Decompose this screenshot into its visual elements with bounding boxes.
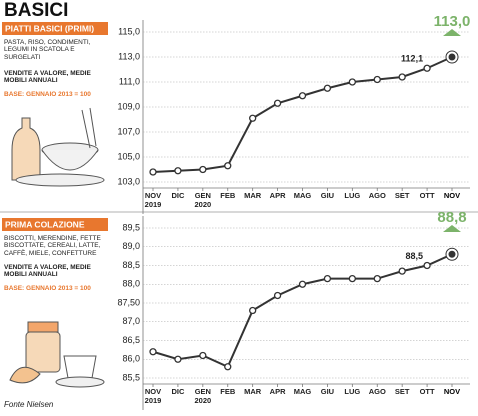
value-label: 88,5 bbox=[406, 251, 424, 261]
x-tick-label: AGO bbox=[368, 191, 386, 200]
data-point bbox=[398, 73, 406, 81]
data-point bbox=[149, 168, 157, 176]
y-tick-label: 87,50 bbox=[117, 297, 140, 307]
data-point bbox=[149, 348, 157, 356]
chart-base: BASE: GENNAIO 2013 = 100 bbox=[4, 91, 91, 98]
x-tick-label: FEB bbox=[220, 387, 236, 396]
x-tick-label: OTT bbox=[419, 191, 435, 200]
data-point bbox=[273, 291, 282, 300]
highlight-dot bbox=[448, 53, 456, 61]
data-point bbox=[398, 267, 406, 275]
y-tick-label: 107,0 bbox=[117, 126, 140, 136]
chart-note: VENDITE A VALORE, MEDIE MOBILI ANNUALI bbox=[4, 70, 91, 85]
y-tick-label: 105,0 bbox=[117, 151, 140, 161]
y-tick-label: 113,0 bbox=[118, 51, 140, 61]
highlight-dot bbox=[448, 250, 456, 258]
panel-header bbox=[2, 22, 108, 35]
page-title: BASICI bbox=[4, 0, 68, 21]
x-tick-label: MAG bbox=[293, 387, 312, 396]
data-point bbox=[323, 84, 332, 92]
illustration bbox=[11, 107, 105, 187]
y-tick-label: 88,0 bbox=[122, 279, 140, 289]
data-point bbox=[348, 78, 356, 86]
x-tick-label: MAG bbox=[293, 191, 312, 200]
data-point bbox=[323, 274, 332, 283]
panel-header bbox=[2, 218, 108, 231]
x-tick-label: NOV bbox=[443, 387, 461, 396]
x-tick-label: MAR bbox=[244, 191, 262, 200]
y-tick-label: 115,0 bbox=[118, 26, 140, 36]
x-tick-label: LUG bbox=[344, 191, 361, 200]
source: Fonte Nielsen bbox=[4, 400, 54, 409]
x-tick-label: APR bbox=[269, 191, 286, 200]
value-label: 112,1 bbox=[401, 54, 423, 64]
x-tick-label: NOV 2019 bbox=[144, 387, 162, 405]
illustration bbox=[9, 321, 105, 388]
x-tick-label: OTT bbox=[419, 387, 435, 396]
y-tick-label: 87,0 bbox=[122, 316, 140, 326]
data-point bbox=[373, 75, 381, 84]
data-point bbox=[423, 64, 431, 72]
x-tick-label: DIC bbox=[171, 387, 185, 396]
chart-title: PRIMA COLAZIONE bbox=[5, 219, 85, 229]
data-point bbox=[174, 167, 182, 175]
x-tick-label: DIC bbox=[171, 191, 185, 200]
data-point bbox=[199, 351, 207, 360]
x-tick-label: APR bbox=[269, 387, 286, 396]
chart-note: VENDITE A VALORE, MEDIE MOBILI ANNUALI bbox=[4, 264, 91, 279]
data-line bbox=[152, 56, 453, 173]
highlight-label: 88,8 bbox=[437, 209, 466, 226]
data-point bbox=[373, 274, 381, 283]
x-tick-label: NOV bbox=[443, 191, 461, 200]
data-point bbox=[199, 165, 207, 174]
x-tick-label: GEN 2020 bbox=[194, 191, 212, 209]
chart-subtitle: BISCOTTI, MERENDINE, FETTE BISCOTTATE, C… bbox=[4, 235, 101, 257]
x-tick-label: FEB bbox=[220, 191, 236, 200]
chart-subtitle: PASTA, RISO, CONDIMENTI, LEGUMI IN SCATO… bbox=[4, 39, 91, 61]
y-tick-label: 89,5 bbox=[122, 222, 140, 232]
y-tick-label: 88,5 bbox=[122, 260, 140, 270]
highlight-arrow bbox=[443, 225, 461, 232]
highlight-label: 113,0 bbox=[434, 13, 471, 30]
data-point bbox=[174, 355, 182, 363]
y-tick-label: 109,0 bbox=[117, 101, 140, 111]
x-tick-label: GIU bbox=[320, 387, 335, 396]
y-tick-label: 85,5 bbox=[122, 372, 140, 382]
data-point bbox=[348, 274, 356, 283]
y-tick-label: 86,0 bbox=[122, 354, 140, 364]
y-tick-label: 103,0 bbox=[117, 176, 140, 186]
x-tick-label: SET bbox=[394, 387, 410, 396]
data-point bbox=[298, 280, 307, 288]
y-tick-label: 86,5 bbox=[122, 335, 140, 345]
data-point bbox=[224, 363, 232, 371]
data-point bbox=[249, 306, 257, 315]
x-tick-label: NOV 2019 bbox=[144, 191, 162, 209]
x-tick-label: GEN 2020 bbox=[194, 387, 212, 405]
x-tick-label: MAR bbox=[244, 387, 262, 396]
data-point bbox=[224, 162, 232, 170]
x-tick-label: SET bbox=[394, 191, 410, 200]
x-tick-label: GIU bbox=[320, 191, 335, 200]
y-tick-label: 111,0 bbox=[119, 76, 140, 86]
data-point bbox=[423, 261, 431, 270]
y-tick-label: 89,0 bbox=[122, 241, 140, 251]
data-point bbox=[273, 99, 282, 107]
chart-title: PIATTI BASICI (PRIMI) bbox=[5, 23, 94, 33]
data-point bbox=[249, 114, 257, 122]
highlight-arrow bbox=[443, 29, 461, 36]
data-point bbox=[298, 92, 307, 100]
x-tick-label: LUG bbox=[344, 387, 361, 396]
chart-base: BASE: GENNAIO 2013 = 100 bbox=[4, 285, 91, 292]
x-tick-label: AGO bbox=[368, 387, 386, 396]
data-line bbox=[152, 253, 453, 369]
